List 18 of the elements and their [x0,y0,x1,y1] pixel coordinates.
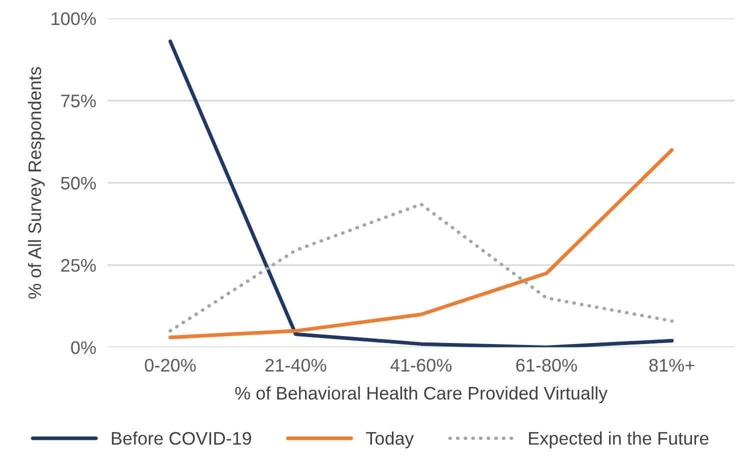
line-series [168,40,674,348]
line-series [168,148,674,340]
legend-label: Today [366,432,414,448]
y-tick-label: 50% [61,176,96,190]
legend-label: Expected in the Future [529,432,708,448]
y-tick-label: 75% [61,94,96,108]
y-axis-title: % of All Survey Respondents [28,67,45,299]
y-tick-label: 100% [52,12,96,26]
x-tick-label: 41-60% [390,358,452,372]
x-axis-title: % of Behavioral Health Care Provided Virtually [235,386,608,404]
line-series [168,202,674,333]
y-tick-label: 25% [61,259,96,272]
x-tick-label: 21-40% [265,358,326,372]
y-tick-label: 0% [71,341,96,354]
x-tick-label: 0-20% [144,358,196,372]
x-tick-label: 61-80% [516,358,577,372]
x-tick-label: 81%+ [649,358,694,372]
legend-label: Before COVID-19 [112,432,252,445]
